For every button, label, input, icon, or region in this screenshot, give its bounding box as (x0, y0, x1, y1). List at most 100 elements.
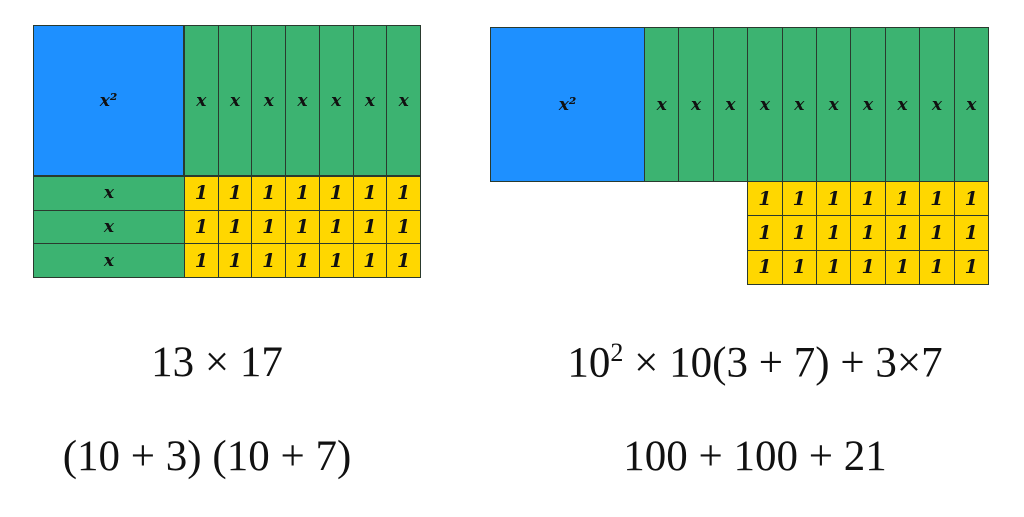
x-tile-label: x (863, 94, 874, 115)
x-tile: x (850, 27, 886, 182)
unit-tile-label: 1 (363, 249, 377, 272)
unit-tile-label: 1 (262, 249, 276, 272)
unit-tile-label: 1 (930, 256, 944, 279)
unit-tile-label: 1 (363, 215, 377, 238)
unit-tile: 1 (816, 215, 852, 251)
unit-tile-label: 1 (295, 182, 310, 205)
x-tile: x (33, 209, 185, 245)
left-expression-product: 13 × 17 (151, 339, 283, 386)
unit-tile: 1 (352, 176, 388, 211)
unit-tile-label: 1 (397, 182, 411, 205)
x-tile-label: x (794, 94, 805, 115)
unit-tile: 1 (816, 181, 852, 217)
unit-tile: 1 (919, 181, 955, 217)
x-tile: x (816, 27, 852, 182)
unit-tile: 1 (386, 209, 421, 245)
unit-tile-label: 1 (758, 221, 772, 244)
unit-tile: 1 (318, 243, 354, 278)
unit-tile-label: 1 (194, 249, 208, 272)
x-tile-label: x (103, 183, 115, 204)
unit-tile: 1 (352, 209, 388, 245)
unit-tile-label: 1 (861, 187, 875, 210)
right-expression-exponent: 2 (610, 338, 624, 367)
unit-tile: 1 (953, 249, 989, 285)
right-expression-rest: × 10(3 + 7) + 3×7 (623, 339, 943, 387)
unit-tile-label: 1 (228, 215, 242, 238)
unit-tile-label: 1 (329, 215, 343, 238)
x-squared-tile: x² (490, 27, 645, 182)
unit-tile: 1 (217, 209, 253, 245)
unit-tile-label: 1 (792, 221, 806, 244)
unit-tile: 1 (953, 181, 989, 217)
unit-tile: 1 (781, 249, 817, 285)
unit-tile: 1 (184, 209, 219, 245)
x-tile-label: x (656, 94, 667, 115)
x-tile: x (919, 27, 955, 182)
unit-tile-label: 1 (228, 182, 242, 205)
unit-tile-label: 1 (262, 215, 276, 238)
x-tile-label: x (364, 90, 375, 111)
unit-tile: 1 (850, 181, 886, 217)
x-tile: x (217, 25, 253, 176)
unit-tile: 1 (285, 243, 320, 278)
unit-tile: 1 (285, 176, 320, 211)
unit-tile-label: 1 (262, 182, 276, 205)
unit-tile: 1 (251, 176, 287, 211)
x-tile: x (386, 25, 421, 176)
unit-tile: 1 (217, 243, 253, 278)
unit-tile-label: 1 (895, 221, 910, 244)
x-tile-label: x (897, 94, 908, 115)
x-tile-label: x (297, 90, 308, 111)
unit-tile: 1 (919, 215, 955, 251)
unit-tile-label: 1 (930, 187, 944, 210)
unit-tile-label: 1 (363, 182, 377, 205)
unit-tile: 1 (318, 209, 354, 245)
unit-tile-label: 1 (827, 221, 841, 244)
unit-tile: 1 (184, 176, 219, 211)
x-tile: x (33, 243, 185, 278)
unit-tile: 1 (850, 215, 886, 251)
unit-tile: 1 (919, 249, 955, 285)
right-expression-base: 10 (567, 339, 611, 387)
x-tile: x (33, 176, 185, 211)
unit-tile: 1 (386, 243, 421, 278)
unit-tile: 1 (884, 215, 921, 251)
unit-tile-label: 1 (964, 256, 978, 279)
x-squared-tile: x² (33, 25, 184, 176)
unit-tile-label: 1 (758, 187, 772, 210)
x-squared-tile-label: x² (558, 94, 577, 115)
unit-tile-label: 1 (295, 215, 310, 238)
unit-tile: 1 (386, 176, 421, 211)
x-tile-label: x (691, 94, 702, 115)
unit-tile: 1 (850, 249, 886, 285)
unit-tile-label: 1 (792, 187, 806, 210)
x-tile-label: x (966, 94, 977, 115)
x-tile-label: x (103, 216, 115, 237)
x-tile: x (712, 27, 749, 182)
unit-tile-label: 1 (194, 215, 208, 238)
unit-tile: 1 (318, 176, 354, 211)
unit-tile: 1 (884, 249, 921, 285)
unit-tile: 1 (251, 243, 287, 278)
unit-tile: 1 (285, 209, 320, 245)
unit-tile-label: 1 (329, 182, 343, 205)
unit-tile-label: 1 (827, 187, 841, 210)
x-tile: x (781, 27, 817, 182)
unit-tile: 1 (816, 249, 852, 285)
x-tile-label: x (331, 90, 342, 111)
x-tile-label: x (931, 94, 942, 115)
x-tile: x (884, 27, 921, 182)
x-tile: x (953, 27, 989, 182)
x-tile-label: x (828, 94, 839, 115)
unit-tile-label: 1 (895, 256, 910, 279)
x-tile: x (352, 25, 388, 176)
x-tile: x (747, 27, 783, 182)
x-tile-label: x (263, 90, 274, 111)
x-tile-label: x (725, 94, 736, 115)
right-expression-product: 102 × 10(3 + 7) + 3×7 (567, 338, 942, 387)
unit-tile-label: 1 (964, 187, 978, 210)
unit-tile: 1 (781, 215, 817, 251)
x-tile: x (285, 25, 320, 176)
x-tile: x (318, 25, 354, 176)
x-tile: x (678, 27, 714, 182)
